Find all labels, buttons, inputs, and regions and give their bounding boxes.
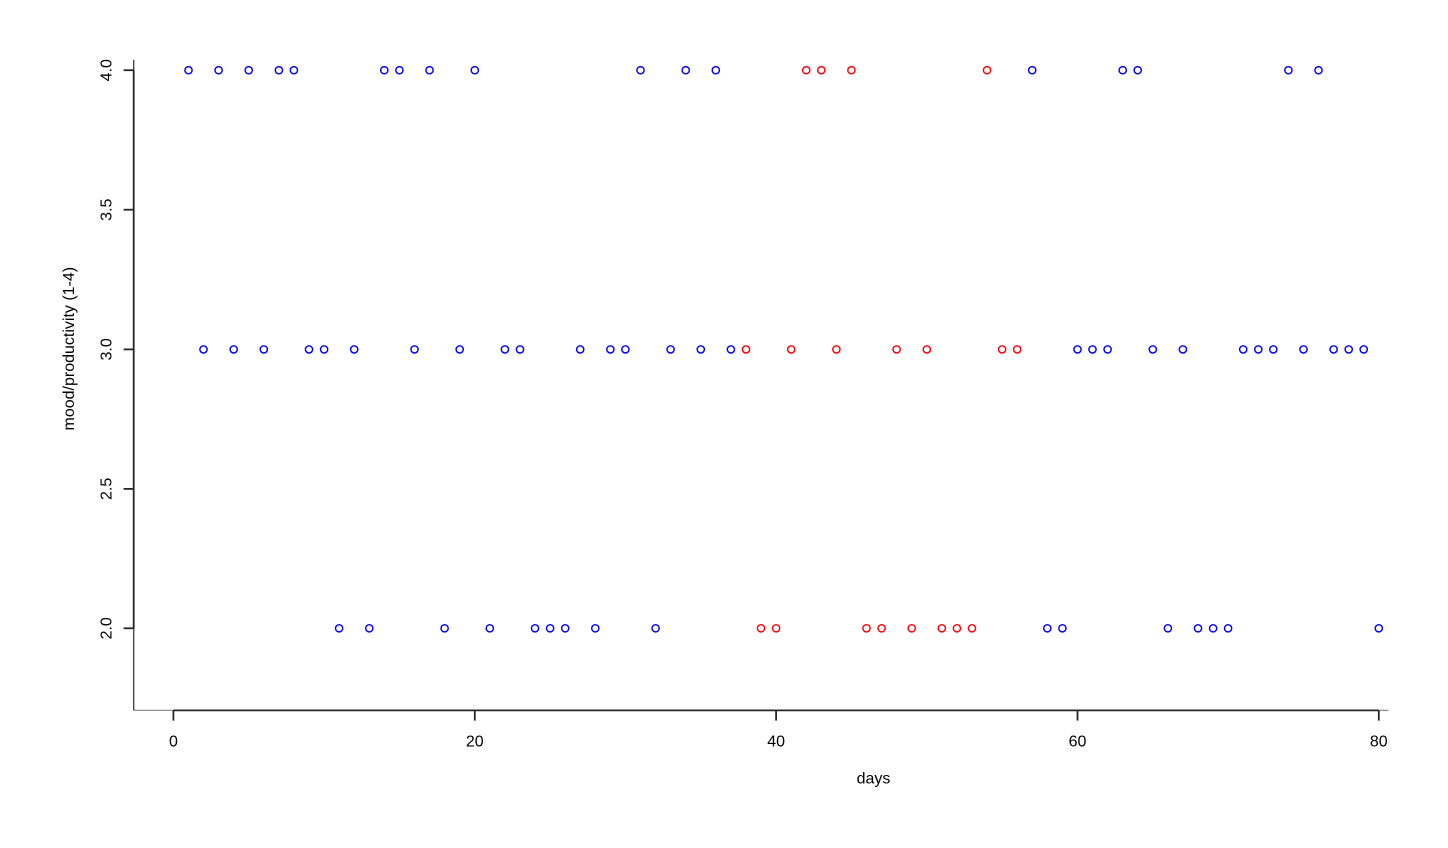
svg-text:0: 0 <box>169 733 178 750</box>
svg-text:40: 40 <box>767 733 785 750</box>
svg-text:60: 60 <box>1069 733 1087 750</box>
svg-text:3.0: 3.0 <box>98 338 115 360</box>
svg-text:4.0: 4.0 <box>98 59 115 81</box>
svg-text:2.5: 2.5 <box>98 478 115 500</box>
svg-text:days: days <box>857 771 891 788</box>
svg-text:80: 80 <box>1370 733 1388 750</box>
svg-text:2.0: 2.0 <box>98 617 115 639</box>
svg-text:mood/productivity (1-4): mood/productivity (1-4) <box>61 267 78 431</box>
svg-text:3.5: 3.5 <box>98 198 115 220</box>
svg-text:20: 20 <box>466 733 484 750</box>
